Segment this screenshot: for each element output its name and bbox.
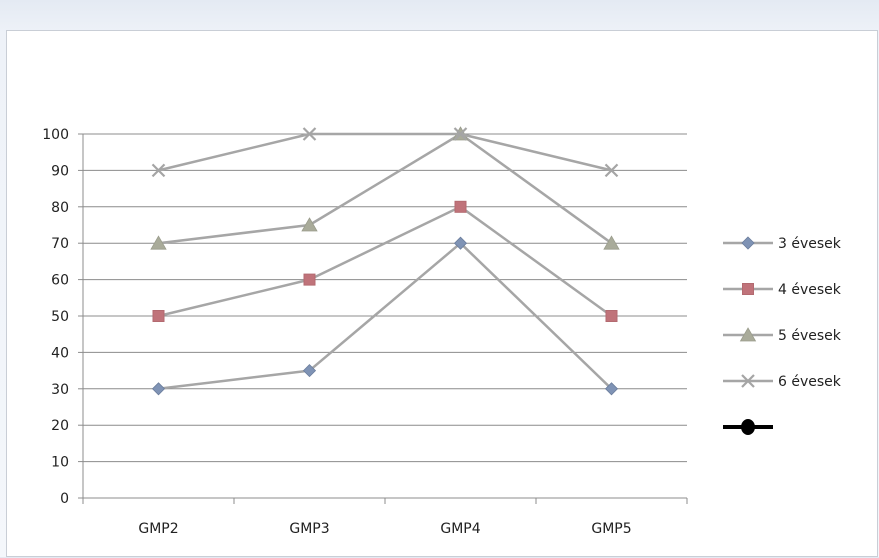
legend-label: 5 évesek: [778, 328, 842, 344]
x-tick-label: GMP4: [440, 521, 480, 537]
y-tick-label: 90: [51, 163, 69, 179]
series-line: [158, 205, 613, 318]
legend: 3 évesek 4 évesek 5 évesek 6 évesek: [723, 236, 842, 435]
y-tick-label: 10: [51, 455, 69, 471]
data-point: [152, 310, 165, 322]
chart-frame: 0 10 20 30 40 50 60 70 80 90 100 GMP2 GMP3 GMP4 GMP5 …: [6, 30, 878, 557]
x-marker-stroke: [741, 374, 755, 388]
data-point: [741, 236, 755, 250]
series-1: [151, 236, 619, 396]
data-point: [603, 235, 620, 250]
y-tick-label: 0: [60, 491, 69, 507]
y-tick-label: 80: [51, 200, 69, 216]
axes: [78, 133, 688, 504]
data-point: [742, 283, 754, 295]
data-point: [605, 310, 618, 322]
x-marker-stroke: [302, 127, 317, 141]
data-point: [604, 382, 619, 396]
x-marker-stroke: [604, 163, 619, 178]
x-tick-label: GMP3: [289, 521, 329, 537]
x-tick-label: GMP2: [138, 521, 178, 537]
y-tick-label: 30: [51, 382, 69, 398]
series-group: [150, 126, 620, 396]
data-point: [303, 273, 316, 286]
legend-item-4: 6 évesek: [723, 374, 842, 390]
series-3: [150, 126, 620, 250]
legend-item-extra: [723, 419, 773, 435]
y-axis-ticks: 0 10 20 30 40 50 60 70 80 90 100: [42, 127, 69, 507]
gridlines: [83, 133, 687, 463]
data-point: [454, 200, 467, 213]
series-line: [158, 132, 613, 245]
legend-marker: [741, 419, 755, 435]
series-2: [152, 200, 618, 322]
y-tick-label: 40: [51, 345, 69, 361]
data-point: [741, 374, 755, 388]
series-line: [158, 132, 612, 172]
x-marker-stroke: [453, 127, 468, 141]
y-tick-label: 60: [51, 273, 69, 289]
data-point: [604, 163, 619, 178]
series-line: [158, 241, 613, 391]
x-axis-ticks: GMP2 GMP3 GMP4 GMP5: [138, 521, 631, 537]
y-tick-label: 50: [51, 309, 69, 325]
data-point: [302, 364, 317, 378]
data-point: [302, 127, 317, 141]
y-tick-label: 20: [51, 418, 69, 434]
series-4: [151, 127, 619, 178]
legend-item-1: 3 évesek: [723, 236, 842, 252]
x-marker-stroke: [151, 163, 166, 178]
y-tick-label: 70: [51, 236, 69, 252]
x-tick-label: GMP5: [591, 521, 631, 537]
y-tick-label: 100: [42, 127, 69, 143]
data-point: [151, 382, 166, 396]
legend-label: 4 évesek: [778, 282, 842, 298]
data-point: [151, 163, 166, 178]
legend-item-3: 5 évesek: [723, 327, 842, 344]
data-point: [301, 217, 318, 232]
legend-item-2: 4 évesek: [723, 282, 842, 298]
legend-label: 3 évesek: [778, 236, 842, 252]
data-point: [453, 236, 468, 250]
data-point: [150, 235, 167, 250]
legend-label: 6 évesek: [778, 374, 842, 390]
data-point: [739, 327, 757, 342]
data-point: [453, 127, 468, 141]
